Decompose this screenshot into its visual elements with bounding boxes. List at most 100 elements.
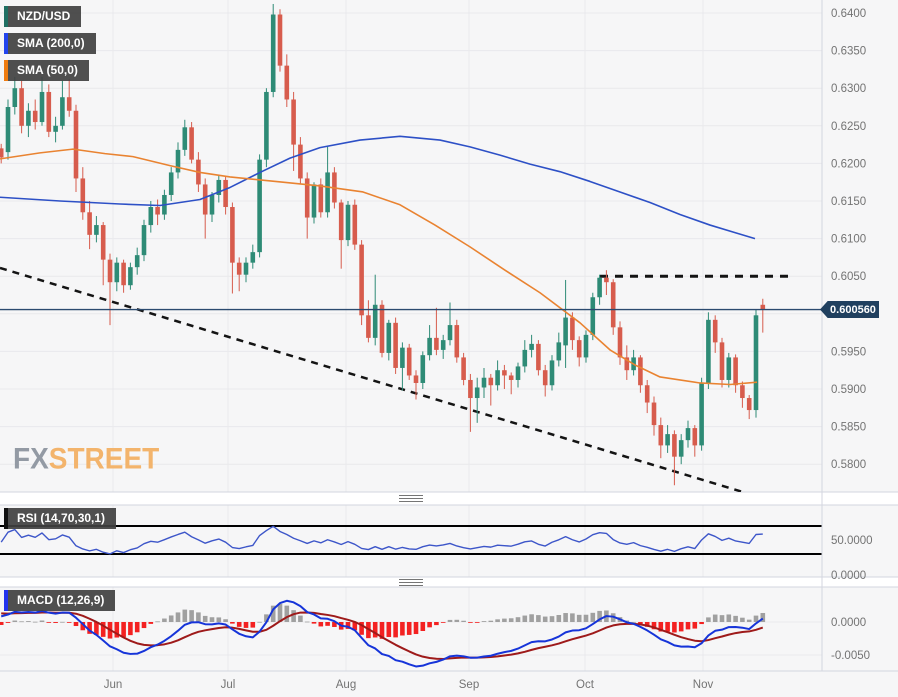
macd-histogram-bar <box>692 622 698 629</box>
candle-body <box>318 184 324 213</box>
macd-histogram-bar <box>699 622 704 625</box>
candle-body <box>549 360 555 386</box>
rsi-line <box>0 525 763 555</box>
macd-histogram-bar <box>202 615 208 622</box>
macd-histogram-bar <box>39 620 45 622</box>
candle-body <box>175 149 181 173</box>
macd-histogram-bar <box>672 622 677 633</box>
candle-body <box>468 379 473 399</box>
macd-histogram-bar <box>359 622 364 635</box>
macd-histogram-bar <box>80 622 86 631</box>
macd-axis-label: -0.0050 <box>831 650 870 662</box>
price-axis-label: 0.6400 <box>831 8 866 20</box>
candle-body <box>665 434 670 446</box>
macd-histogram-bar <box>576 614 582 622</box>
macd-histogram-bar <box>719 615 725 622</box>
symbol-badge: NZD/USD <box>4 6 82 27</box>
macd-line <box>0 599 764 668</box>
candle-body <box>542 370 548 386</box>
price-axis-label: 0.5850 <box>831 422 866 434</box>
rsi-axis-label: 0.0000 <box>831 570 866 582</box>
candle-body <box>719 342 725 380</box>
macd-histogram-bar <box>94 622 99 635</box>
macd-histogram-bar <box>236 622 242 627</box>
candle-body <box>488 377 494 386</box>
candle-body <box>685 428 691 441</box>
candle-body <box>291 99 296 145</box>
candle-body <box>529 343 534 350</box>
descending-trendline[interactable] <box>0 266 748 494</box>
macd-histogram-bar <box>665 622 670 632</box>
macd-histogram-bar <box>447 619 453 622</box>
macd-histogram-bar <box>631 621 636 623</box>
macd-histogram-bar <box>304 621 310 623</box>
candle-body <box>699 382 704 446</box>
candle-body <box>325 172 330 213</box>
sma200-line <box>0 135 756 240</box>
month-axis-label: Oct <box>576 679 595 691</box>
macd-histogram-bar <box>53 622 58 623</box>
candle-body <box>760 304 766 310</box>
month-axis-label: Nov <box>693 679 714 691</box>
candle-body <box>440 340 446 350</box>
macd-histogram-bar <box>216 617 222 622</box>
macd-histogram-bar <box>651 622 657 630</box>
macd-histogram-bar <box>406 622 412 635</box>
macd-histogram-bar <box>542 616 548 622</box>
macd-histogram-bar <box>291 610 296 622</box>
sma200-color-bar-icon <box>4 33 8 54</box>
rsi-color-bar-icon <box>4 508 8 529</box>
candle-body <box>556 342 562 361</box>
candle-body <box>753 315 759 411</box>
rsi-panel-resize-grip[interactable] <box>399 495 423 502</box>
macd-histogram-bar <box>223 619 228 622</box>
macd-histogram-bar <box>583 614 589 622</box>
candle-body <box>672 434 677 457</box>
candle-body <box>121 262 126 286</box>
candle-body <box>5 107 11 153</box>
macd-histogram-bar <box>440 622 446 623</box>
candle-body <box>434 337 439 350</box>
macd-histogram-bar <box>196 612 201 622</box>
macd-histogram-bar <box>427 622 432 628</box>
macd-histogram-bar <box>5 622 11 623</box>
candle-body <box>141 225 147 256</box>
candle-body <box>32 110 38 123</box>
candle-body <box>366 315 371 338</box>
candle-body <box>168 172 174 195</box>
macd-histogram-bar <box>393 622 398 638</box>
candle-body <box>624 357 630 371</box>
candle-body <box>12 88 18 107</box>
main-panel <box>0 3 790 494</box>
macd-histogram-bar <box>706 617 711 622</box>
candle-body <box>107 259 113 283</box>
macd-histogram-bar <box>148 622 154 624</box>
candle-body <box>148 207 154 226</box>
macd-badge: MACD (12,26,9) <box>4 590 116 611</box>
symbol-label: NZD/USD <box>17 9 71 23</box>
candle-body <box>379 304 385 353</box>
macd-histogram-bar <box>481 621 487 622</box>
candle-body <box>338 202 344 241</box>
macd-histogram-bar <box>189 610 194 622</box>
macd-histogram-bar <box>162 618 167 622</box>
candle-body <box>406 347 412 376</box>
macd-histogram-bar <box>270 605 276 622</box>
candle-body <box>413 375 419 383</box>
rsi-label: RSI (14,70,30,1) <box>17 511 106 525</box>
macd-histogram-bar <box>556 614 562 622</box>
macd-panel-resize-grip[interactable] <box>399 579 423 586</box>
macd-histogram-bar <box>134 622 140 633</box>
macd-histogram-bar <box>66 622 72 623</box>
macd-histogram-bar <box>488 620 494 622</box>
candle-body <box>311 184 317 218</box>
macd-histogram-bar <box>658 622 664 632</box>
macd-histogram-bar <box>141 622 147 629</box>
macd-histogram-bar <box>264 614 269 622</box>
candle-body <box>495 370 500 386</box>
macd-color-bar-icon <box>4 590 8 611</box>
candle-body <box>651 402 657 426</box>
macd-histogram-bar <box>372 622 378 638</box>
candle-body <box>740 385 745 399</box>
